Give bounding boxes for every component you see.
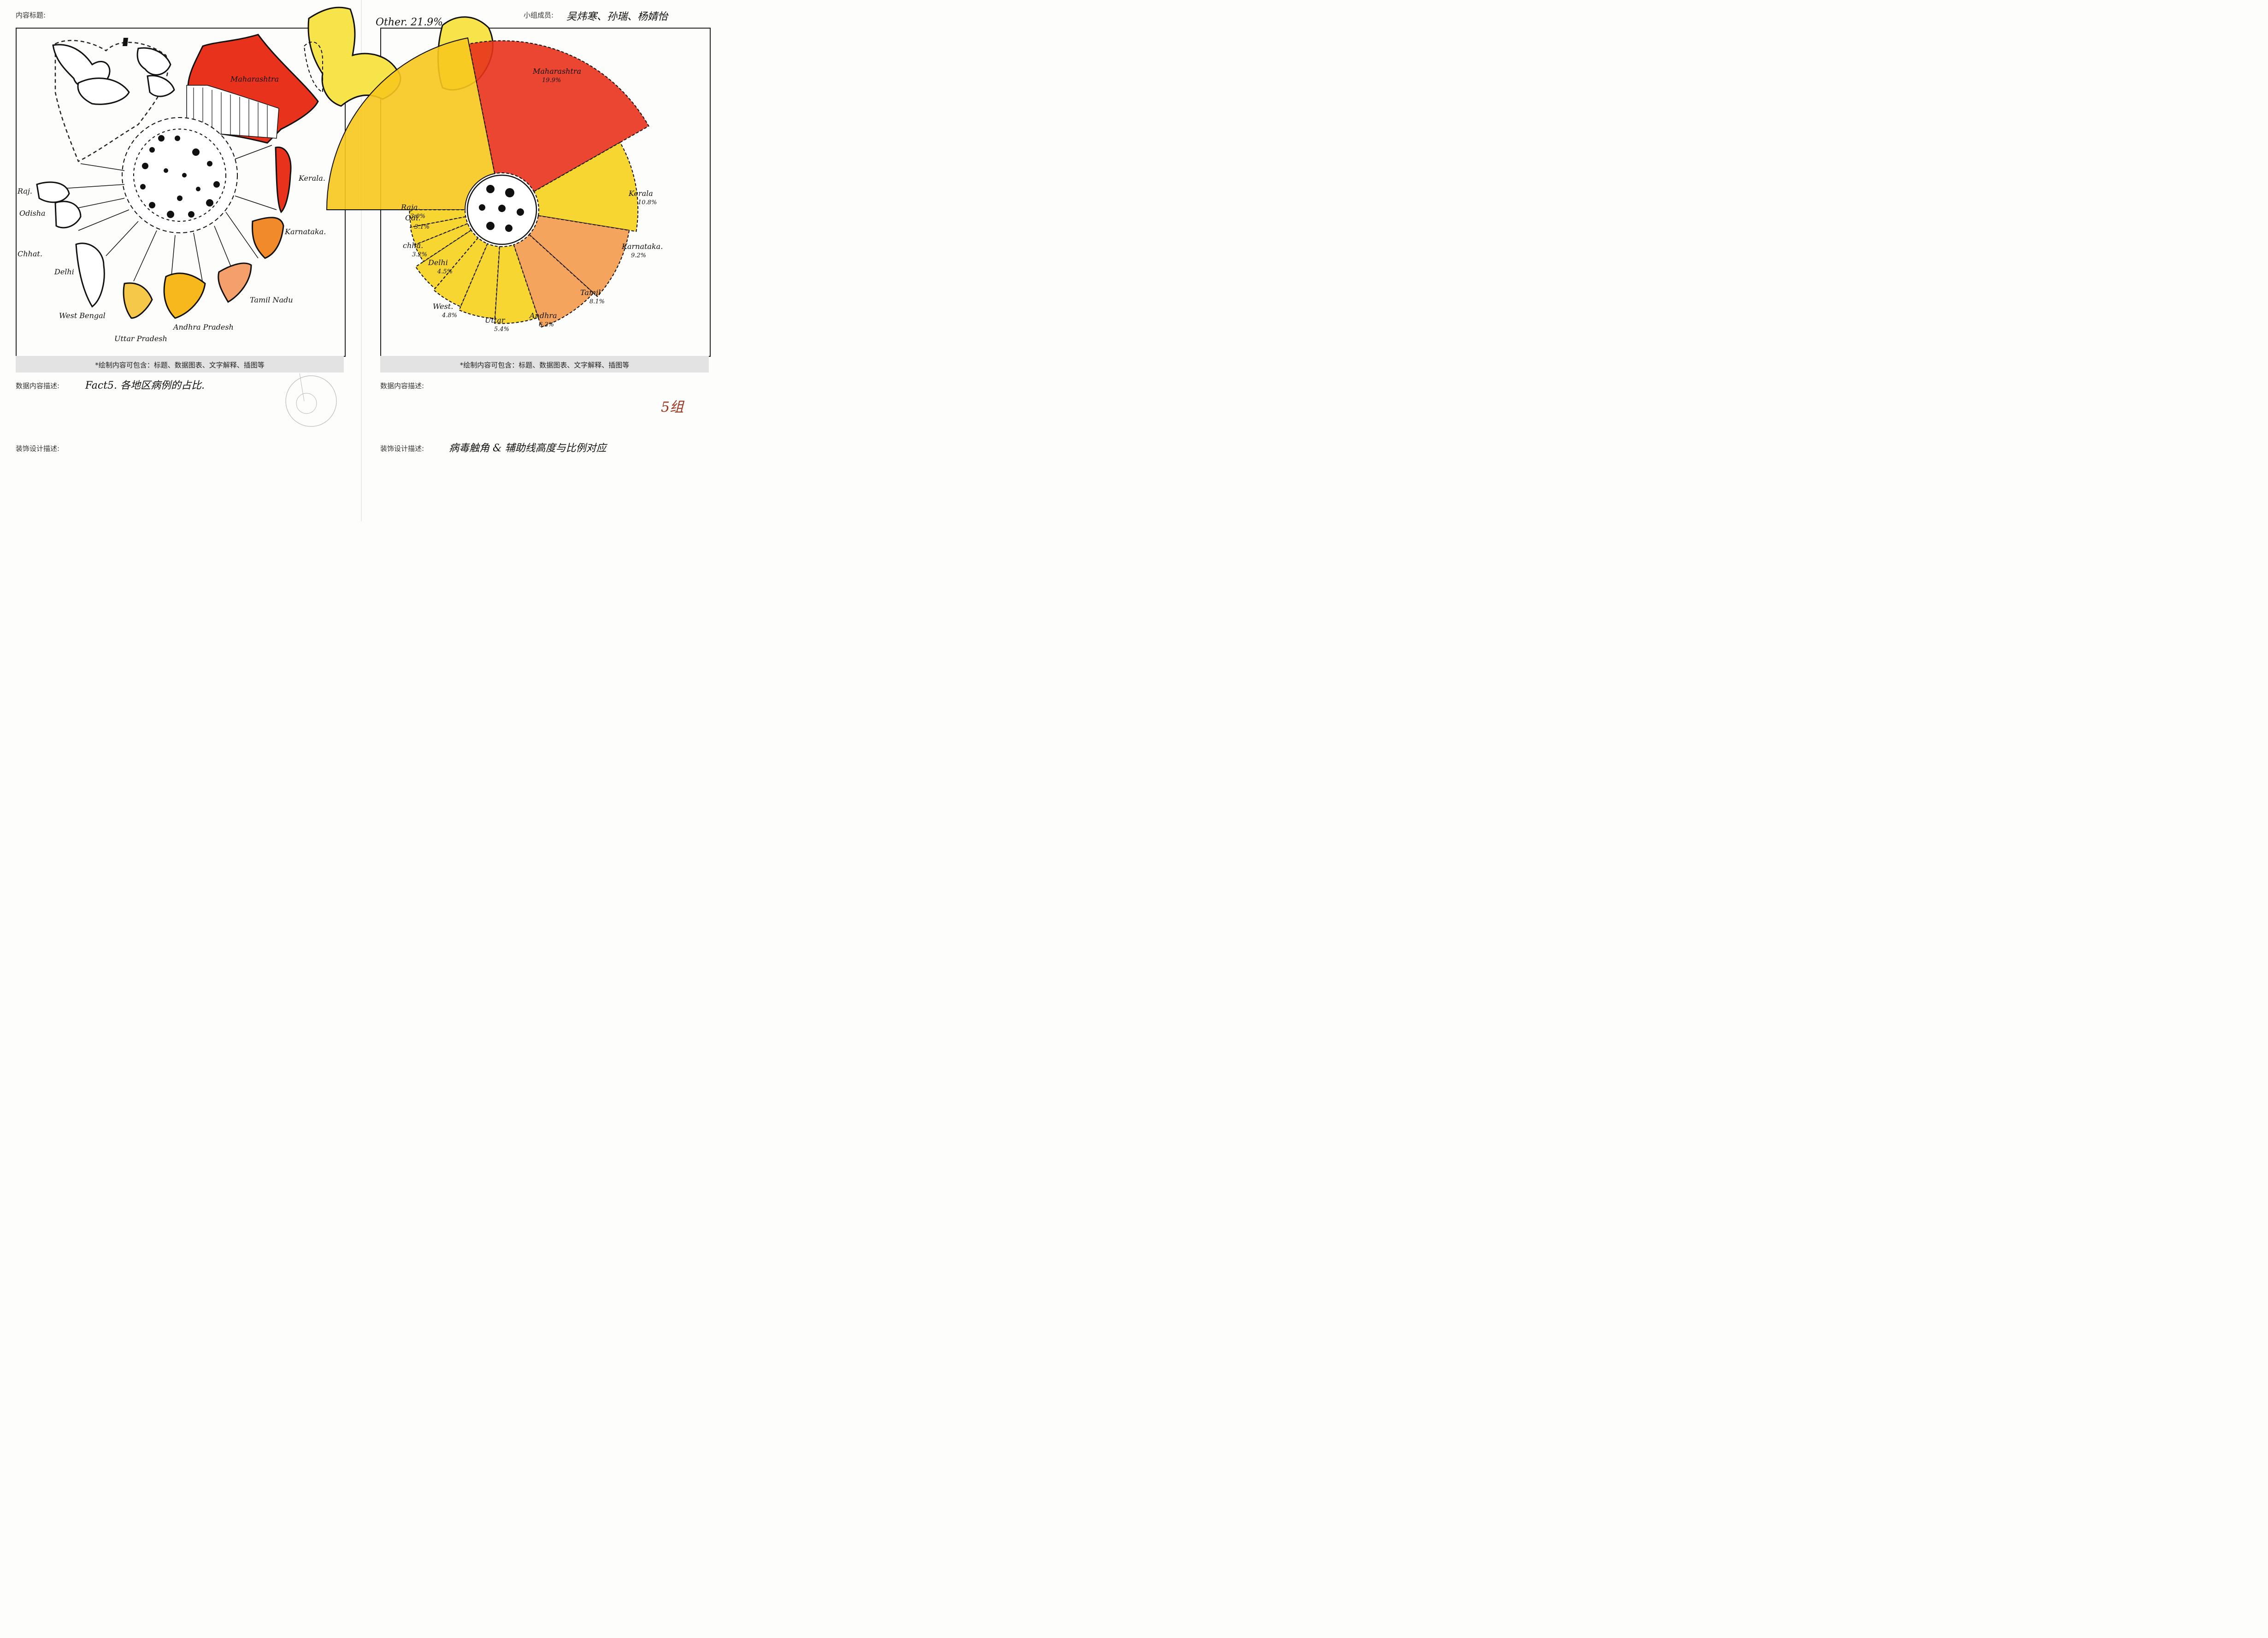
left-sheet: 内容标题: Maharashtra: [0, 0, 361, 521]
andhra-shape: [163, 272, 206, 319]
label-delhi: Delhi: [54, 267, 74, 276]
chart-value-west: 4.8%: [442, 312, 457, 319]
members-value: 吴炜寒、孙瑞、杨婧怡: [566, 11, 668, 23]
chart-label-tamil: Tamil: [580, 288, 601, 297]
label-westbengal: West Bengal: [59, 311, 106, 320]
label-odisha: Odisha: [19, 209, 46, 218]
chart-label-andhra: Andhra: [529, 311, 557, 320]
tamilnadu-shape: [218, 262, 252, 303]
chart-label-kerala: Kerala: [628, 189, 653, 198]
other-label: Other. 21.9%: [376, 17, 443, 28]
wedge-west: [433, 237, 488, 307]
chart-label-karnataka: Karnataka.: [621, 242, 663, 251]
odisha-shape: [36, 181, 70, 203]
westbengal-shape: [75, 242, 105, 308]
state-outline: [77, 77, 130, 105]
members-label: 小组成员:: [524, 11, 554, 19]
right-deco-label: 装饰设计描述:: [380, 444, 424, 453]
chart-value-uttar: 5.4%: [494, 326, 509, 333]
virus-inner-ring: [133, 129, 226, 222]
india-outline: [54, 40, 169, 162]
pencil-sketch-circle: [285, 373, 337, 427]
virus-outer-ring: [122, 117, 238, 233]
wedge-maharashtra: [468, 40, 649, 192]
label-raj: Raj.: [17, 187, 32, 195]
chart-value-tamil: 8.1%: [589, 298, 605, 305]
chart-label-raja: Raja.: [401, 203, 420, 212]
virus-dots: [140, 135, 220, 218]
left-sketch: Maharashtra Kerala. Karnataka.: [17, 34, 326, 343]
label-maharashtra: Maharashtra: [230, 75, 279, 83]
right-deco-value: 病毒触角 & 辅助线高度与比例对应: [449, 443, 607, 454]
wedge-uttar: [458, 243, 500, 319]
group-mark: 5组: [661, 399, 684, 415]
karnataka-shape: [251, 217, 284, 259]
chart-label-maharashtra: Maharashtra: [532, 67, 581, 76]
content-title-label: 内容标题:: [16, 11, 46, 19]
wedge-chha: [414, 223, 472, 262]
chart-label-chha: chha.: [403, 241, 423, 250]
label-chhat: Chhat.: [18, 249, 42, 258]
other-map-dash: [303, 41, 323, 93]
wedge-odi: [410, 216, 469, 245]
maharashtra-extrusion: [186, 85, 279, 139]
state-outline: [123, 38, 128, 46]
label-andhra: Andhra Pradesh: [172, 323, 234, 331]
right-data-desc-label: 数据内容描述:: [380, 382, 424, 390]
chart-label-uttar: Uttar: [485, 316, 506, 325]
right-footer-band: *绘制内容可包含：标题、数据图表、文字解释、插图等: [380, 356, 709, 373]
label-karnataka: Karnataka.: [284, 227, 326, 236]
chart-value-maharashtra: 19.9%: [542, 77, 561, 84]
chart-value-andhra: 6.2%: [539, 321, 554, 328]
label-tamilnadu: Tamil Nadu: [250, 296, 293, 304]
chart-wedges: [326, 37, 649, 328]
chhat-shape: [54, 201, 82, 229]
chart-label-odi: Odi.: [405, 213, 421, 222]
state-outline: [147, 75, 175, 97]
chart-value-delhi: 4.5%: [437, 268, 453, 275]
left-data-desc-label: 数据内容描述:: [16, 382, 60, 390]
uttar-shape: [123, 282, 153, 319]
chart-label-west: West.: [433, 302, 453, 311]
chart-value-odi: 3.1%: [414, 224, 430, 231]
wedge-other: [326, 37, 495, 210]
kerala-shape: [275, 146, 292, 213]
chart-value-raja: 3.0%: [410, 213, 425, 220]
wedge-delhi: [415, 229, 479, 290]
wedge-andhra: [494, 244, 539, 324]
right-footer-note: *绘制内容可包含：标题、数据图表、文字解释、插图等: [459, 361, 630, 369]
chart-value-kerala: 10.8%: [638, 199, 657, 206]
chart-value-chha: 3.2%: [412, 251, 427, 258]
label-uttar: Uttar Pradesh: [114, 334, 167, 343]
label-kerala: Kerala.: [298, 174, 325, 183]
chart-value-karnataka: 9.2%: [631, 252, 646, 259]
state-outline: [136, 47, 171, 76]
chart-label-delhi: Delhi: [428, 258, 448, 267]
wedge-karnataka: [528, 215, 630, 297]
wedge-kerala: [533, 142, 639, 232]
left-deco-label: 装饰设计描述:: [16, 444, 60, 453]
left-data-desc-value: Fact5. 各地区病例的占比.: [85, 380, 205, 391]
wedge-raja: [409, 209, 466, 228]
left-footer-band: *绘制内容可包含：标题、数据图表、文字解释、插图等: [16, 356, 344, 373]
page-fold: [361, 0, 362, 521]
left-footer-note: *绘制内容可包含：标题、数据图表、文字解释、插图等: [95, 361, 265, 369]
virus-core-dots: [479, 185, 524, 232]
